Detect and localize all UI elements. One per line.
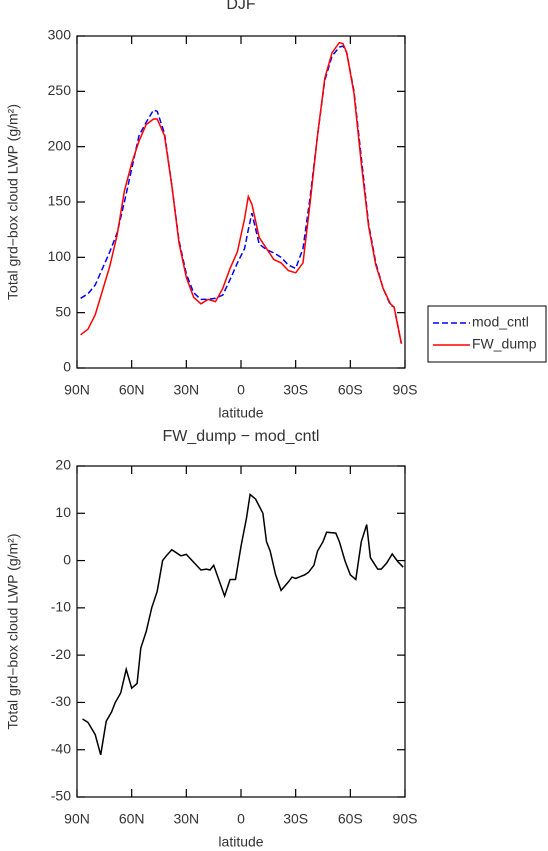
y-tick-label: 200 [48,137,72,153]
plot-frame [76,35,406,369]
x-axis-label: latitude [218,834,263,850]
y-tick-label: 10 [55,504,71,520]
y-tick-label: -20 [51,646,71,662]
x-tick-label: 30N [173,382,199,398]
x-tick-label: 0 [237,811,245,827]
plot-frame [76,465,406,798]
legend-box [427,305,547,363]
y-tick-label: 50 [55,303,71,319]
chart-title: FW_dump − mod_cntl [163,428,320,445]
x-tick-label: 30S [283,811,308,827]
x-tick-label: 90N [64,382,90,398]
legend: mod_cntl FW_dump [427,305,547,363]
x-tick-label: 90N [64,811,90,827]
y-tick-label: -30 [51,693,71,709]
chart-title: DJF [226,0,256,13]
y-tick-label: 300 [48,27,72,43]
x-tick-label: 60N [119,382,145,398]
x-tick-label: 90S [393,811,418,827]
y-tick-label: 150 [48,193,72,209]
x-tick-label: 30S [283,382,308,398]
y-tick-label: 0 [63,359,71,375]
y-tick-label: 250 [48,82,72,98]
y-tick-label: -50 [51,788,71,804]
x-axis-label: latitude [218,405,263,421]
data-line [80,41,403,344]
y-axis-label: Total grd−box cloud LWP (g/m²) [5,104,21,300]
y-tick-label: 100 [48,248,72,264]
y-axis-label: Total grd−box cloud LWP (g/m²) [5,534,21,730]
y-tick-label: -10 [51,599,71,615]
legend-label: mod_cntl [472,314,529,330]
x-tick-label: 90S [393,382,418,398]
x-tick-label: 30N [173,811,199,827]
x-tick-label: 0 [237,382,245,398]
y-tick-label: -40 [51,740,71,756]
x-tick-label: 60S [338,811,363,827]
y-tick-label: 0 [63,551,71,567]
y-tick-label: 20 [55,457,71,473]
x-tick-label: 60N [119,811,145,827]
legend-label: FW_dump [472,336,537,352]
x-tick-label: 60S [338,382,363,398]
data-line [82,492,404,756]
